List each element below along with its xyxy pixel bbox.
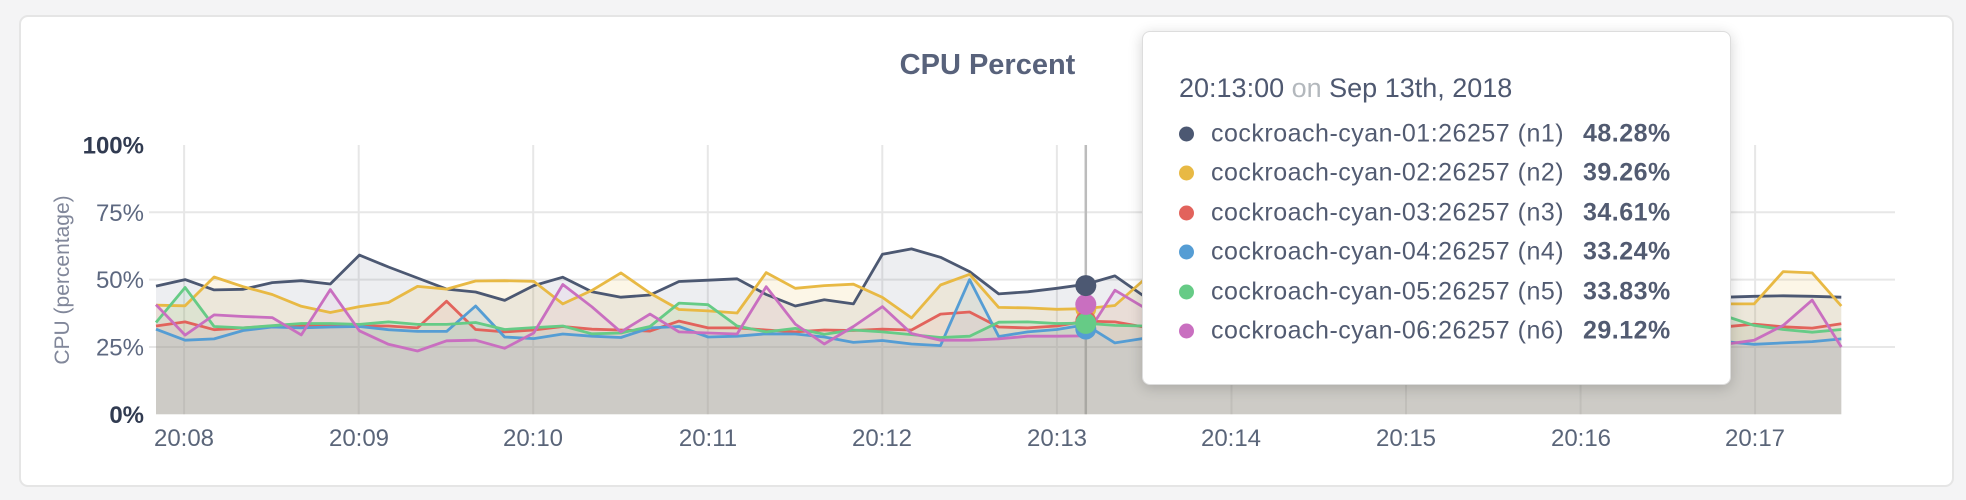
svg-text:20:16: 20:16: [1551, 425, 1611, 452]
svg-text:20:09: 20:09: [329, 425, 389, 452]
svg-text:20:08: 20:08: [154, 425, 214, 452]
svg-text:50%: 50%: [96, 267, 144, 294]
svg-text:20:15: 20:15: [1376, 425, 1436, 452]
svg-text:0%: 0%: [109, 402, 144, 429]
svg-text:20:10: 20:10: [503, 425, 563, 452]
svg-text:20:11: 20:11: [679, 425, 737, 452]
svg-text:20:13: 20:13: [1027, 425, 1087, 452]
svg-text:100%: 100%: [83, 133, 144, 160]
svg-text:75%: 75%: [96, 200, 144, 227]
svg-text:20:14: 20:14: [1201, 425, 1261, 452]
svg-text:CPU (percentage): CPU (percentage): [51, 195, 74, 364]
svg-text:20:17: 20:17: [1725, 425, 1785, 452]
svg-text:20:12: 20:12: [852, 425, 912, 452]
svg-text:25%: 25%: [96, 335, 144, 362]
